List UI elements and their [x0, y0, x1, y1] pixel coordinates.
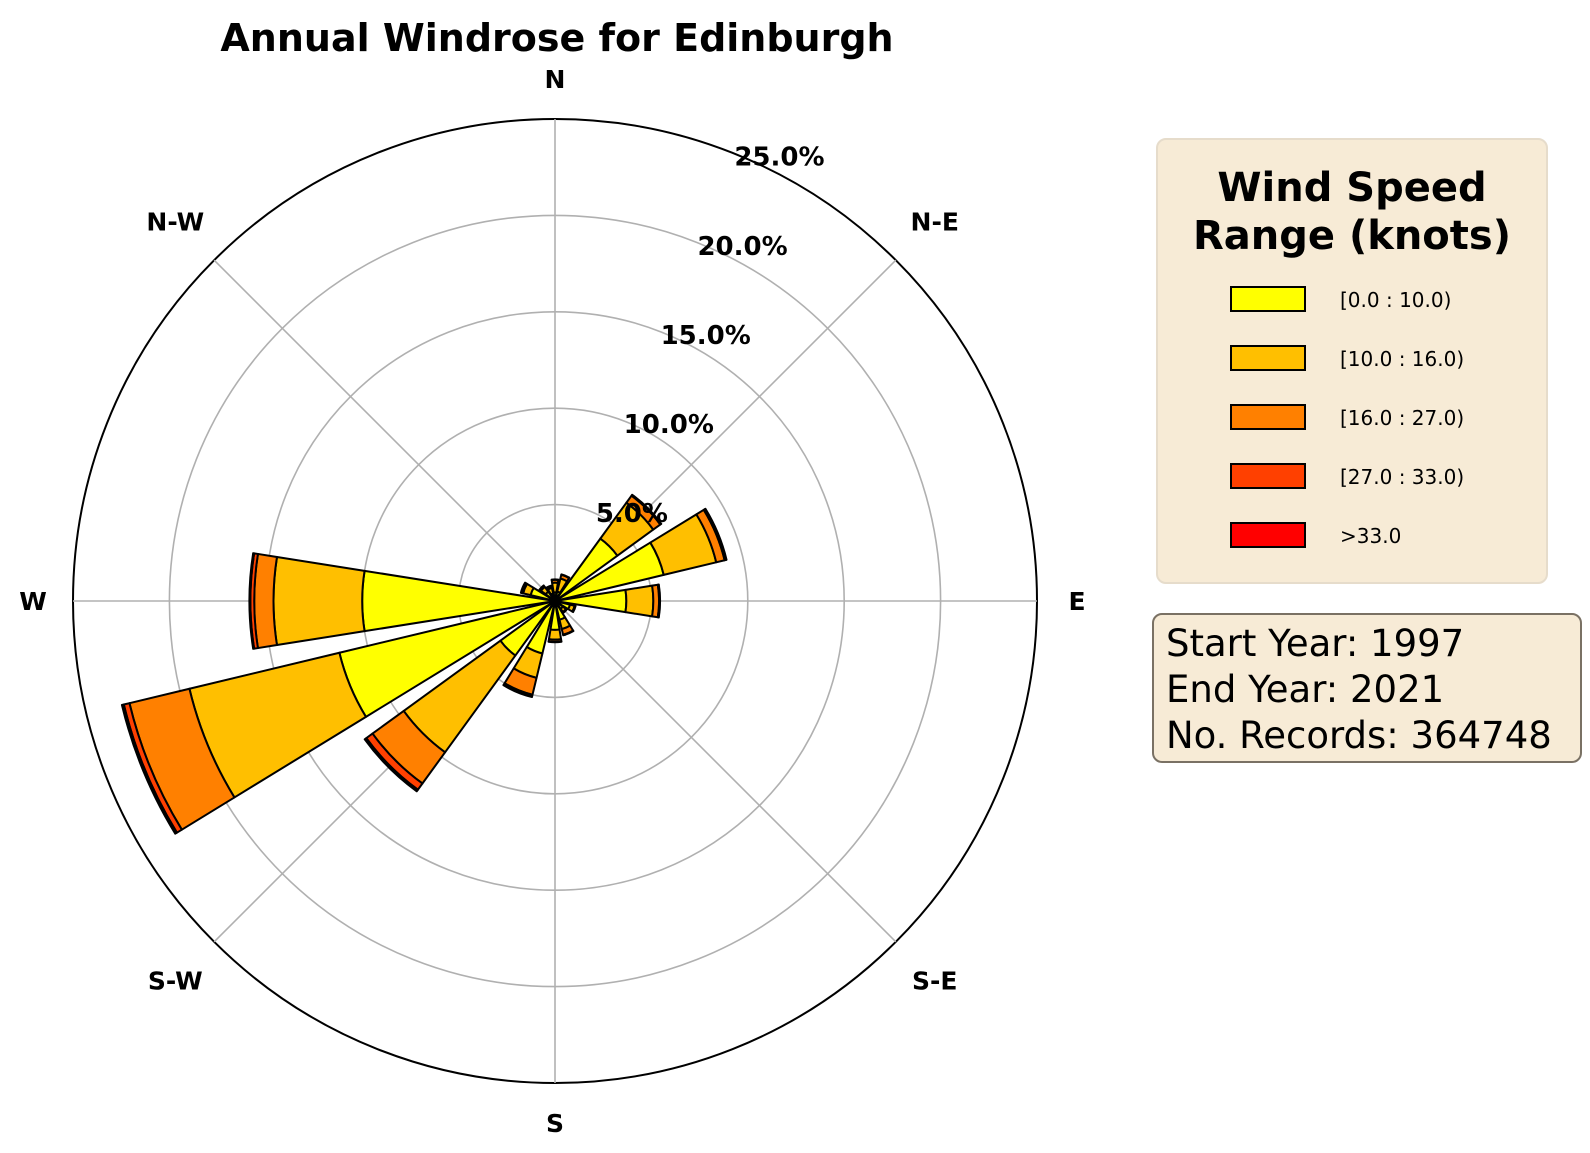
wind-bar — [657, 583, 662, 619]
wind-bar — [550, 578, 560, 582]
legend: Wind Speed Range (knots) [0.0 : 10.0) [1… — [1156, 138, 1548, 584]
direction-label: S-W — [148, 967, 203, 996]
wind-bar — [502, 683, 534, 698]
direction-label: E — [1068, 587, 1085, 616]
wind-bar — [560, 573, 571, 579]
wind-bar — [363, 737, 419, 793]
direction-label: N — [545, 65, 566, 94]
direction-label: N-W — [146, 207, 204, 236]
legend-title: Wind Speed Range (knots) — [1192, 165, 1511, 259]
wind-bar — [704, 507, 728, 561]
wind-bar — [571, 604, 577, 614]
wind-bar — [545, 584, 553, 589]
wind-bar — [547, 640, 563, 644]
legend-label: [27.0 : 33.0) — [1340, 465, 1465, 489]
grid-spoke — [554, 600, 897, 943]
wind-bars — [120, 493, 728, 835]
radial-tick-label: 5.0% — [596, 499, 668, 529]
legend-swatch — [1230, 404, 1306, 430]
legend-swatch — [1230, 286, 1306, 312]
direction-label: S-E — [912, 967, 957, 996]
axis-labels: 5.0% 10.0% 15.0% 20.0% 25.0% N N-E E S-E S S-W W N-W — [19, 65, 1085, 1138]
radial-tick-label: 25.0% — [734, 143, 824, 173]
legend-label: [16.0 : 27.0) — [1340, 406, 1465, 430]
wind-bar — [519, 581, 527, 594]
wind-bar — [253, 552, 278, 650]
wind-bar — [562, 629, 575, 637]
wind-bar — [120, 703, 178, 835]
wind-bar — [631, 493, 663, 525]
info-box: Start Year: 1997 End Year: 2021 No. Reco… — [1152, 613, 1582, 763]
wind-bar — [272, 555, 366, 647]
legend-swatch — [1230, 345, 1306, 371]
wind-bar — [248, 552, 256, 650]
radial-tick-label: 15.0% — [661, 321, 751, 351]
record-count: No. Records: 364748 — [1166, 714, 1552, 757]
start-year: Start Year: 1997 — [1166, 622, 1465, 665]
direction-label: W — [19, 587, 47, 616]
wind-bar — [561, 607, 568, 614]
legend-swatch — [1230, 522, 1306, 548]
legend-label: [0.0 : 10.0) — [1340, 288, 1452, 312]
legend-swatch — [1230, 463, 1306, 489]
radial-tick-label: 10.0% — [624, 410, 714, 440]
wind-bar — [624, 584, 655, 618]
legend-label: >33.0 — [1340, 524, 1402, 548]
direction-label: S — [546, 1109, 564, 1138]
direction-label: N-E — [911, 207, 959, 236]
grid-spoke — [213, 259, 556, 602]
wind-bar — [547, 628, 563, 641]
wind-bar — [538, 584, 546, 592]
chart-title: Annual Windrose for Edinburgh — [220, 16, 893, 60]
end-year: End Year: 2021 — [1166, 668, 1445, 711]
radial-tick-label: 20.0% — [697, 232, 787, 262]
legend-label: [10.0 : 16.0) — [1340, 347, 1465, 371]
polar-grid — [72, 118, 1038, 1084]
